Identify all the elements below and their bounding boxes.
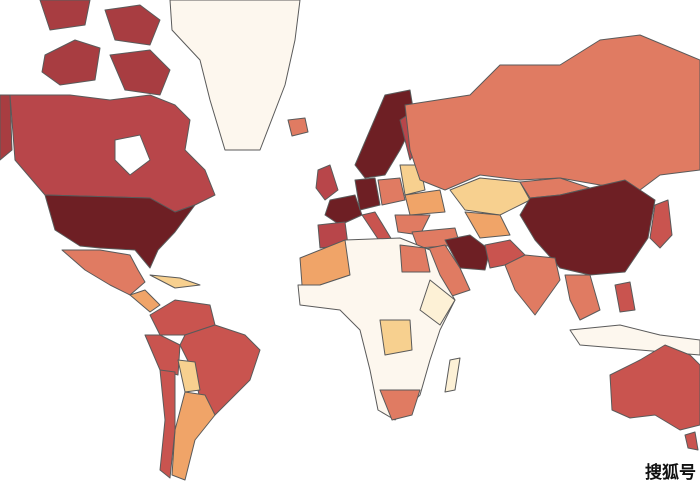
watermark: 搜狐号	[645, 462, 696, 483]
arctic-island	[41, 39, 101, 86]
arctic-island	[104, 4, 161, 46]
caribbean	[149, 274, 201, 289]
mexico	[61, 249, 146, 296]
philippines	[614, 281, 636, 313]
africa	[297, 237, 456, 421]
united-states	[44, 194, 196, 269]
france	[324, 194, 363, 226]
central-africa	[379, 319, 413, 356]
arctic-island	[39, 0, 91, 31]
iceland	[287, 117, 309, 137]
tasmania	[684, 431, 699, 451]
russia	[404, 34, 700, 191]
japan-korea	[649, 199, 673, 249]
central-america	[129, 289, 161, 313]
egypt	[399, 244, 431, 273]
hudson-bay	[114, 134, 151, 176]
greenland	[169, 0, 301, 151]
australia	[609, 344, 700, 431]
alaska	[0, 94, 13, 161]
central-asia	[464, 211, 511, 239]
poland	[377, 177, 406, 206]
ethiopia	[419, 279, 456, 326]
ukraine	[404, 189, 446, 216]
china	[519, 179, 656, 276]
arctic-island	[109, 49, 171, 96]
bolivia	[177, 359, 201, 393]
southeast-asia	[564, 274, 601, 321]
madagascar	[444, 357, 461, 393]
india	[504, 254, 561, 316]
united-kingdom	[315, 164, 339, 201]
south-africa	[379, 389, 421, 421]
chile	[159, 369, 176, 479]
germany	[354, 177, 381, 211]
